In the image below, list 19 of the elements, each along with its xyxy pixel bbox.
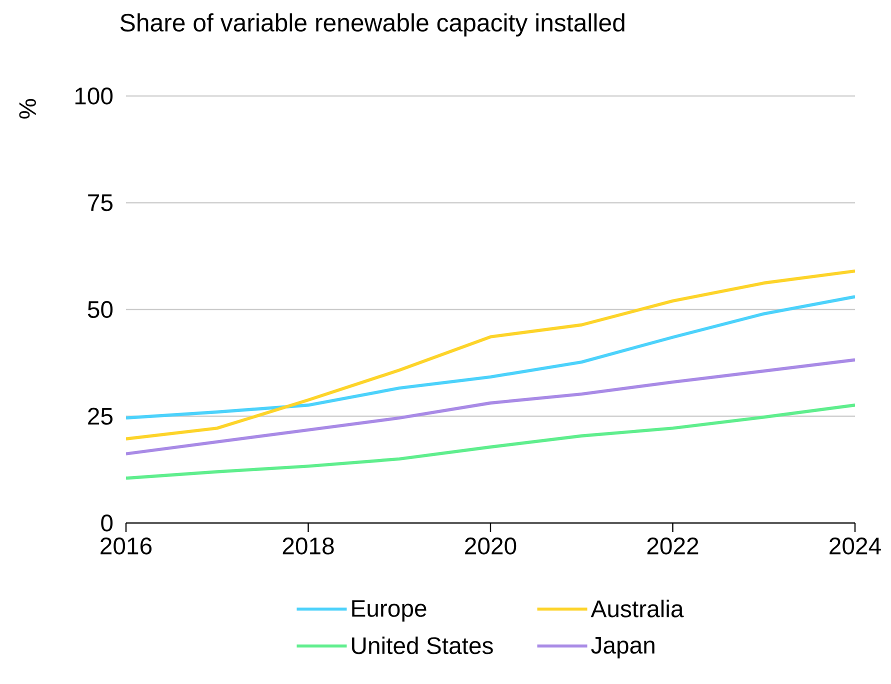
x-tick-label: 2022: [647, 538, 698, 554]
legend-label: United States: [352, 636, 493, 654]
y-tick-label: 75: [88, 194, 113, 212]
legend-label: Europe: [352, 600, 426, 622]
x-tick-label: 2016: [100, 538, 152, 554]
y-tick-label: 50: [88, 301, 113, 318]
line-series: [126, 404, 856, 480]
legend-label: Japan: [591, 637, 654, 658]
y-tick-label: 100: [75, 88, 113, 104]
x-tick-label: 2020: [465, 538, 516, 554]
y-axis-title: %: [19, 99, 36, 119]
chart-title: Share of variable renewable capacity installed: [120, 13, 624, 36]
x-tick-label: 2018: [282, 538, 334, 554]
legend-label: Australia: [590, 600, 684, 618]
y-tick-label: 25: [88, 408, 113, 425]
x-tick-label: 2024: [830, 538, 881, 554]
line-series: [126, 269, 856, 440]
y-tick-label: 0: [101, 514, 113, 532]
line-series: [126, 295, 856, 420]
